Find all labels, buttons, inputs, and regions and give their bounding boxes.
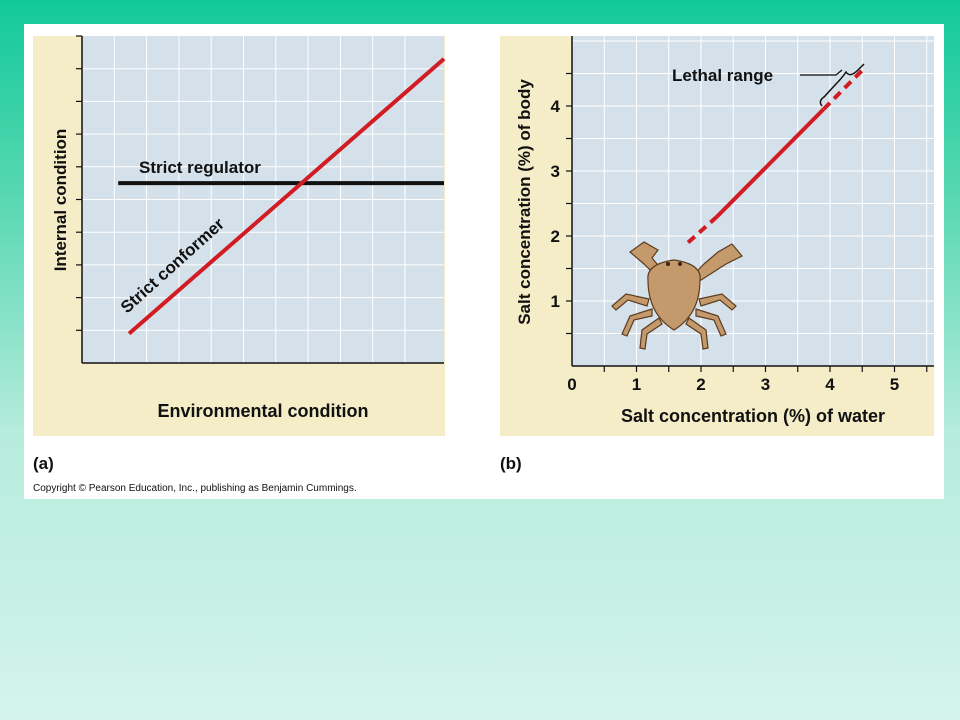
figure-svg: Strict regulator Strict conformer Enviro… — [33, 35, 934, 494]
copyright-notice: Copyright © Pearson Education, Inc., pub… — [33, 483, 357, 494]
y-tick-label: 3 — [551, 162, 560, 181]
annotation-brace — [819, 63, 865, 107]
series-label-strict-regulator: Strict regulator — [139, 158, 261, 177]
x-tick-label: 1 — [632, 375, 641, 394]
annotation-lethal-range: Lethal range — [672, 66, 773, 85]
y-tick-label: 1 — [551, 292, 560, 311]
x-tick-label: 2 — [696, 375, 705, 394]
series-line-solid-segment — [715, 107, 825, 218]
x-tick-label: 3 — [761, 375, 770, 394]
panel-b-ylabel: Salt concentration (%) of body — [515, 79, 534, 325]
series-line-dashed-segment — [686, 215, 719, 244]
annotation-leader-line — [800, 69, 843, 76]
panel-b-series — [686, 65, 867, 244]
x-tick-label: 0 — [567, 375, 576, 394]
y-tick-label: 2 — [551, 227, 560, 246]
x-tick-label: 4 — [825, 375, 835, 394]
panel-a-series — [118, 57, 446, 336]
y-tick-label: 4 — [551, 97, 561, 116]
panel-a-ylabel: Internal condition — [51, 129, 70, 272]
panel-b-ticks: 0 1 2 3 4 5 1 2 3 4 — [551, 72, 928, 394]
crab-illustration — [611, 241, 743, 350]
panel-a-grid — [76, 35, 444, 363]
panel-a-label: (a) — [33, 454, 54, 473]
panel-b-label: (b) — [500, 454, 522, 473]
panel-b-xlabel: Salt concentration (%) of water — [621, 406, 885, 426]
figure-slide: Strict regulator Strict conformer Enviro… — [24, 24, 944, 499]
panel-a-xlabel: Environmental condition — [157, 401, 368, 421]
panel-b-plot-area — [572, 36, 934, 366]
x-tick-label: 5 — [890, 375, 899, 394]
series-line-strict-conformer — [127, 57, 446, 336]
series-line-dashed-segment — [822, 65, 867, 111]
